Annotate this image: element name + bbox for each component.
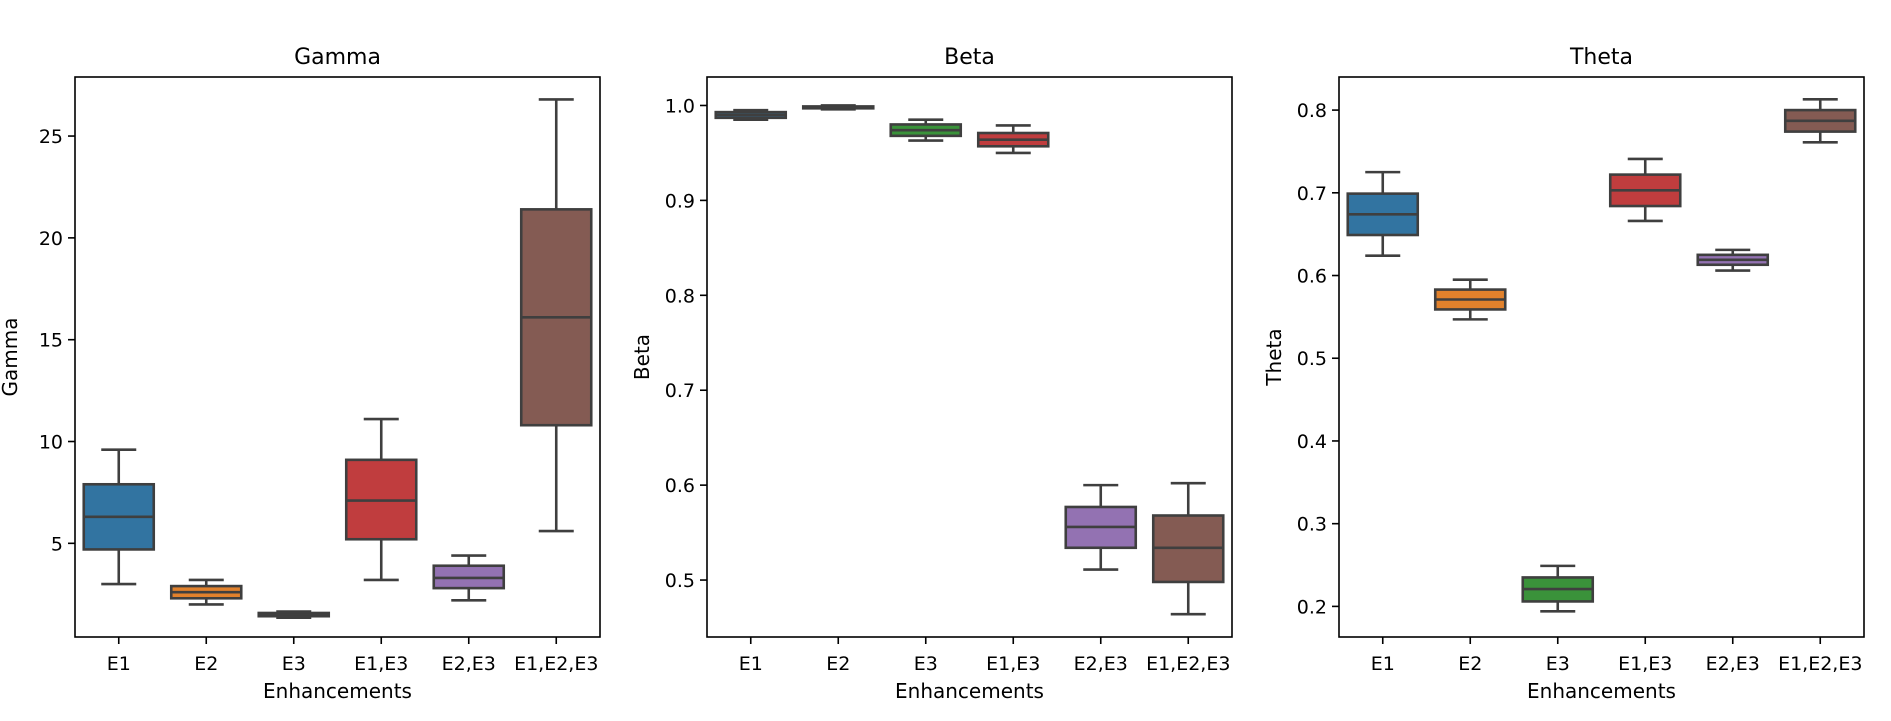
chart-title: Theta [1569,45,1633,70]
y-axis-label: Theta [1262,328,1286,386]
x-tick-label: E3 [282,653,306,675]
box-e3 [1521,564,1595,613]
box-e2-e3 [1696,248,1770,272]
box-e3 [889,118,963,142]
y-tick-label: 0.8 [665,285,695,307]
box-e2 [801,104,875,111]
y-tick-label: 0.7 [1297,183,1327,205]
y-tick-label: 0.9 [665,190,695,212]
box-e1-e3 [1608,157,1682,223]
box-e2 [169,578,243,606]
y-tick-label: 0.5 [665,570,695,592]
x-tick-label: E1,E3 [1618,653,1672,675]
x-tick-label: E2,E3 [1074,653,1128,675]
x-tick-label: E2 [1458,653,1482,675]
y-tick-label: 0.6 [1297,266,1327,288]
box-e1 [1346,170,1420,257]
box-e1-e2-e3 [519,98,593,533]
x-tick-label: E1,E2,E3 [1778,653,1862,675]
y-tick-label: 0.2 [1297,596,1327,618]
y-tick-label: 0.6 [665,475,695,497]
chart-panel-theta: Theta 0.2 0.3 0.4 0.5 0.6 0.7 0.8 E1 E2 E3 E1,E3 E2,… [1262,45,1865,703]
x-axis-label: Enhancements [263,679,412,703]
y-tick-label: 5 [51,533,63,555]
y-tick-label: 0.4 [1297,431,1327,453]
x-tick-label: E1 [107,653,131,675]
chart-panel-beta: Beta 0.5 0.6 0.7 0.8 0.9 1.0 E1 E2 E3 E1,E3 E2,E3 E1… [630,45,1233,703]
chart-title: Beta [944,45,995,70]
box-e1-e2-e3 [1151,481,1225,616]
y-tick-label: 0.5 [1297,348,1327,370]
x-tick-label: E2 [194,653,218,675]
box-e1-e2-e3 [1783,98,1857,144]
x-tick-label: E2 [826,653,850,675]
x-tick-label: E2,E3 [1706,653,1760,675]
chart-title: Gamma [294,45,381,70]
box-e1-e3 [344,417,418,582]
chart-panel-gamma: Gamma 5 10 15 20 25 E1 E2 E3 E1,E3 E2,E3 E1,E2,E3 En… [0,45,601,703]
box-e2-e3 [1064,483,1138,571]
x-tick-label: E3 [914,653,938,675]
box-e1 [82,448,156,586]
plot-frame [1338,76,1865,638]
y-tick-label: 15 [39,330,63,352]
x-axis-label: Enhancements [1527,679,1676,703]
y-tick-label: 1.0 [665,95,695,117]
plot-frame [706,76,1233,638]
box-e1-e3 [976,124,1050,155]
x-tick-label: E3 [1546,653,1570,675]
x-tick-label: E2,E3 [442,653,496,675]
box-e3 [257,610,331,619]
x-tick-label: E1,E2,E3 [514,653,598,675]
x-tick-label: E1,E3 [354,653,408,675]
y-tick-label: 10 [39,432,63,454]
box-e2 [1433,278,1507,321]
x-axis-label: Enhancements [895,679,1044,703]
y-axis-label: Beta [630,334,654,380]
x-tick-label: E1 [739,653,763,675]
y-axis-label: Gamma [0,318,22,397]
y-tick-label: 0.7 [665,380,695,402]
x-tick-label: E1 [1371,653,1395,675]
y-tick-label: 0.8 [1297,100,1327,122]
y-tick-label: 0.3 [1297,514,1327,536]
y-tick-label: 25 [39,126,63,148]
x-tick-label: E1,E3 [986,653,1040,675]
x-tick-label: E1,E2,E3 [1146,653,1230,675]
box-e2-e3 [432,554,506,602]
plot-frame [74,76,601,638]
box-e1 [714,108,788,122]
y-tick-label: 20 [39,228,63,250]
